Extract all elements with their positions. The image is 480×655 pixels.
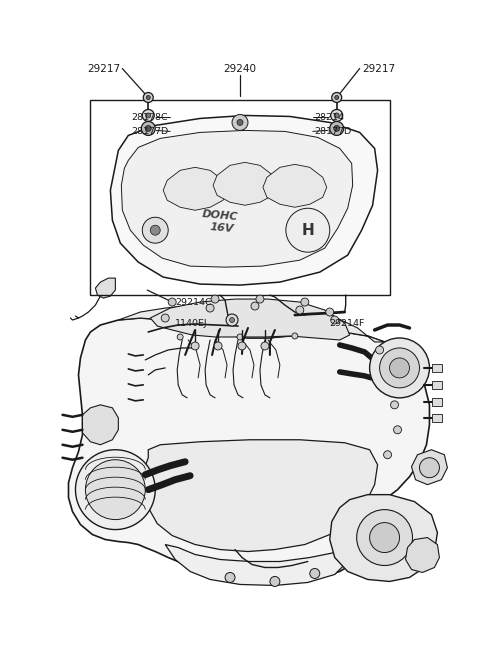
Circle shape (237, 119, 243, 125)
Circle shape (168, 298, 176, 306)
Text: 1140EJ: 1140EJ (175, 318, 208, 328)
Circle shape (420, 458, 439, 477)
Circle shape (237, 334, 243, 340)
Circle shape (211, 295, 219, 303)
Polygon shape (83, 405, 119, 445)
Polygon shape (163, 167, 227, 210)
Polygon shape (144, 440, 378, 552)
Circle shape (270, 576, 280, 586)
Circle shape (332, 92, 342, 102)
Polygon shape (110, 115, 378, 285)
Circle shape (391, 401, 398, 409)
Text: 29214C: 29214C (175, 297, 212, 307)
Circle shape (161, 314, 169, 322)
Circle shape (334, 113, 339, 118)
Circle shape (384, 451, 392, 458)
Circle shape (390, 358, 409, 378)
Polygon shape (150, 299, 350, 340)
Circle shape (376, 346, 384, 354)
Circle shape (146, 113, 151, 118)
Circle shape (331, 109, 343, 121)
Polygon shape (96, 278, 115, 298)
Circle shape (214, 342, 222, 350)
Polygon shape (119, 304, 399, 352)
Bar (432, 381, 443, 389)
Text: 28178C: 28178C (132, 113, 168, 122)
Circle shape (334, 125, 340, 132)
Polygon shape (165, 544, 350, 586)
Circle shape (232, 115, 248, 130)
Circle shape (145, 125, 151, 132)
Circle shape (229, 318, 235, 322)
Text: 29240: 29240 (224, 64, 256, 73)
Circle shape (357, 510, 412, 565)
Text: 29214F: 29214F (330, 318, 365, 328)
Circle shape (301, 298, 309, 306)
Bar (432, 398, 443, 406)
Polygon shape (406, 538, 439, 572)
Bar (432, 364, 443, 372)
Circle shape (142, 109, 154, 121)
Bar (432, 414, 443, 422)
Polygon shape (69, 318, 430, 582)
Text: 28177D: 28177D (131, 127, 168, 136)
Circle shape (292, 333, 298, 339)
Text: 29217: 29217 (363, 64, 396, 73)
Text: 29217: 29217 (87, 64, 120, 73)
Polygon shape (121, 130, 353, 267)
Circle shape (256, 295, 264, 303)
Circle shape (238, 342, 246, 350)
Bar (90, 100, 390, 295)
Text: 28177D: 28177D (315, 127, 352, 136)
Circle shape (141, 121, 155, 136)
Circle shape (191, 342, 199, 350)
Circle shape (380, 348, 420, 388)
Circle shape (370, 523, 399, 553)
Circle shape (144, 92, 153, 102)
Circle shape (326, 308, 334, 316)
Circle shape (75, 450, 155, 530)
Circle shape (85, 460, 145, 519)
Circle shape (330, 121, 344, 136)
Circle shape (251, 302, 259, 310)
Text: 16V: 16V (210, 222, 235, 234)
Polygon shape (213, 162, 277, 205)
Circle shape (150, 225, 160, 235)
Circle shape (331, 316, 339, 324)
Polygon shape (263, 164, 327, 207)
Polygon shape (330, 495, 437, 582)
Circle shape (335, 96, 339, 100)
Circle shape (206, 304, 214, 312)
Text: 28214: 28214 (315, 113, 345, 122)
Circle shape (177, 334, 183, 340)
Polygon shape (411, 450, 447, 485)
Circle shape (310, 569, 320, 578)
Text: DOHC: DOHC (202, 209, 239, 222)
Text: H: H (301, 223, 314, 238)
Circle shape (296, 306, 304, 314)
Circle shape (142, 217, 168, 243)
Circle shape (226, 314, 238, 326)
Circle shape (394, 426, 402, 434)
Circle shape (261, 342, 269, 350)
Circle shape (146, 96, 150, 100)
Circle shape (225, 572, 235, 582)
Circle shape (370, 338, 430, 398)
Circle shape (286, 208, 330, 252)
